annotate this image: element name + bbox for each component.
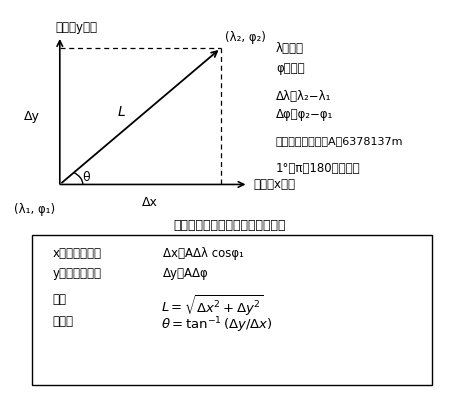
Text: 方位角: 方位角	[53, 315, 74, 328]
Text: φ：緯度: φ：緯度	[275, 62, 304, 75]
Text: y軸方向の変位: y軸方向の変位	[53, 267, 102, 279]
Text: λ：経度: λ：経度	[275, 42, 303, 55]
FancyBboxPatch shape	[32, 235, 431, 385]
Text: x軸方向の変位: x軸方向の変位	[53, 247, 102, 259]
Text: Δy: Δy	[24, 110, 40, 123]
Text: (λ₂, φ₂): (λ₂, φ₂)	[225, 31, 266, 44]
Text: $L= \sqrt{\Delta x^2+\Delta y^2}$: $L= \sqrt{\Delta x^2+\Delta y^2}$	[161, 294, 263, 318]
Text: ２点間の距離を求める簡便な方法: ２点間の距離を求める簡便な方法	[174, 219, 285, 231]
Text: 地球の赤道半径　A＝6378137m: 地球の赤道半径 A＝6378137m	[275, 136, 403, 146]
Text: 北　（y軸）: 北 （y軸）	[55, 21, 97, 34]
Text: Δλ＝λ₂−λ₁: Δλ＝λ₂−λ₁	[275, 90, 331, 103]
Text: $\theta =\tan^{-1}(\Delta y / \Delta x)$: $\theta =\tan^{-1}(\Delta y / \Delta x)$	[161, 316, 272, 335]
Text: L: L	[118, 105, 125, 119]
Text: θ: θ	[83, 171, 90, 184]
Text: Δx＝AΔλ cosφ₁: Δx＝AΔλ cosφ₁	[163, 247, 244, 259]
Text: Δφ＝φ₂−φ₁: Δφ＝φ₂−φ₁	[275, 108, 333, 121]
Text: 東　（x軸）: 東 （x軸）	[252, 178, 294, 191]
Text: 距離: 距離	[53, 293, 67, 306]
Text: (λ₁, φ₁): (λ₁, φ₁)	[14, 203, 55, 215]
Text: Δy＝AΔφ: Δy＝AΔφ	[163, 267, 208, 279]
Text: 1°＝π／180ラジアン: 1°＝π／180ラジアン	[275, 162, 360, 175]
Text: Δx: Δx	[141, 196, 157, 209]
